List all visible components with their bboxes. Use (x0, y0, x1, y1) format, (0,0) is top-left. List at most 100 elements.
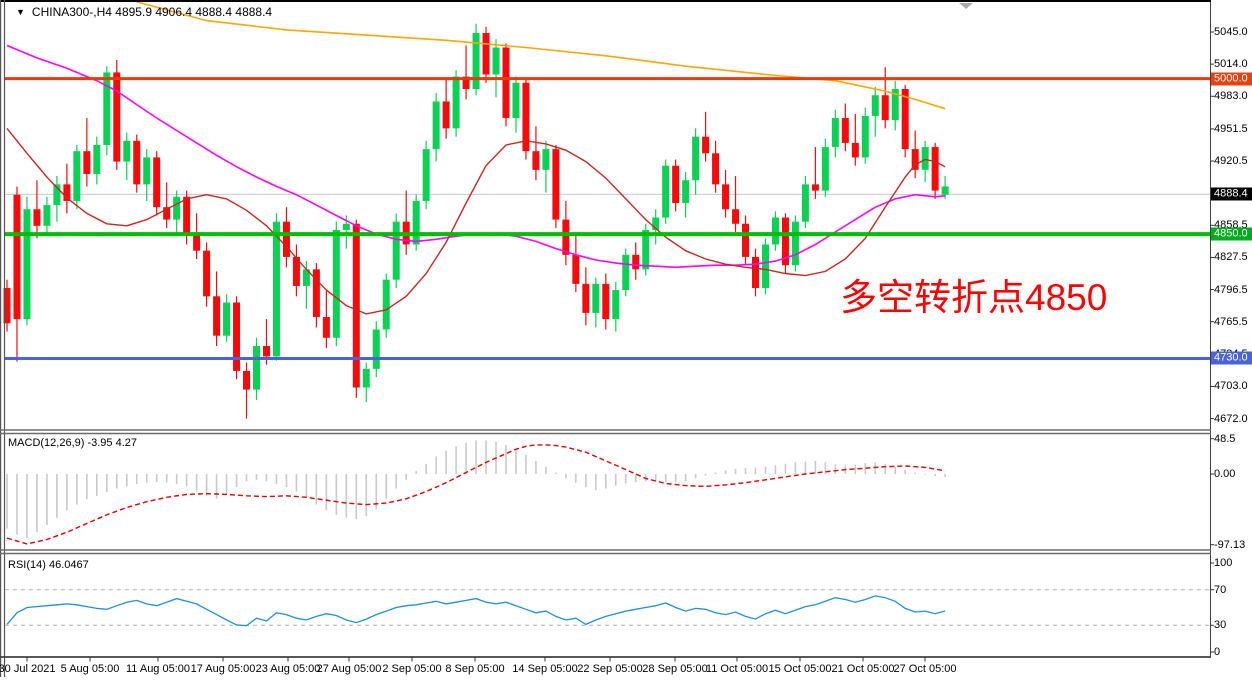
candle-bearish (502, 47, 510, 119)
candle-bullish (452, 76, 460, 129)
candle-bearish (732, 209, 740, 224)
levels-layer (5, 77, 1210, 360)
candle-bearish (13, 194, 21, 320)
candle-bullish (253, 346, 260, 390)
candle-bearish (352, 223, 360, 388)
price-tick-label: 4951.5 (1214, 122, 1248, 135)
candle-bullish (801, 184, 809, 222)
candle-bearish (213, 296, 221, 336)
candle-bullish (662, 165, 670, 218)
collapse-triangle-icon[interactable]: ▼ (16, 7, 25, 17)
candle-bearish (193, 234, 201, 251)
candle-bullish (592, 283, 600, 313)
candle-bullish (831, 118, 839, 148)
date-label: 21 Oct 05:00 (831, 663, 895, 675)
candle-bearish (552, 149, 560, 220)
date-label: 23 Aug 05:00 (255, 663, 321, 675)
candle-bullish (123, 140, 131, 162)
candle-bearish (312, 269, 320, 318)
candle-bullish (682, 180, 690, 204)
price-tick-label: 4920.5 (1214, 155, 1248, 168)
candle-bullish (642, 229, 650, 270)
date-label: 27 Aug 05:00 (316, 663, 382, 675)
candle-bullish (143, 157, 151, 185)
rsi-indicator-label: RSI(14) 46.0467 (8, 559, 89, 571)
candle-bearish (781, 217, 789, 266)
candle-bullish (342, 223, 350, 230)
date-label: 5 Aug 05:00 (60, 663, 120, 675)
price-tick-label: 4827.5 (1214, 251, 1248, 264)
candle-bearish (442, 101, 450, 129)
candle-bearish (722, 184, 730, 210)
candle-bullish (821, 147, 829, 191)
chart-shift-triangle-icon (959, 3, 973, 9)
chart-title-text: CHINA300-,H4 4895.9 4906.4 4888.4 4888.4 (31, 5, 273, 19)
candle-bullish (362, 368, 370, 388)
date-label: 30 Jul 2021 (0, 663, 56, 675)
ma-slow-line (136, 1, 946, 110)
candle-bearish (672, 165, 680, 204)
date-label: 2 Sep 05:00 (382, 663, 442, 675)
macd-layer (6, 440, 946, 545)
candle-bearish (3, 288, 11, 324)
candle-bullish (791, 221, 799, 266)
top-border (0, 0, 1211, 2)
candle-bearish (133, 140, 141, 185)
level-4730-badge: 4730.0 (1211, 351, 1252, 365)
candle-bearish (841, 118, 849, 143)
ticks-layer (26, 31, 1214, 662)
ma-mid-line (6, 127, 946, 315)
candle-bullish (272, 221, 280, 357)
candle-bullish (422, 149, 430, 201)
rsi-layer (5, 589, 1210, 627)
price-tick-label: 4983.0 (1214, 90, 1248, 103)
candle-bearish (851, 142, 859, 158)
candle-bearish (243, 370, 251, 390)
price-tick-label: 4703.0 (1214, 380, 1248, 393)
candle-bearish (532, 151, 540, 170)
date-label: 22 Sep 05:00 (577, 663, 643, 675)
candle-bearish (33, 209, 41, 226)
candle-bullish (392, 221, 400, 280)
candle-bearish (482, 33, 490, 75)
candle-bullish (871, 95, 879, 116)
candle-bullish (173, 196, 181, 220)
current-price-badge: 4888.4 (1211, 187, 1252, 201)
candle-bearish (931, 147, 939, 191)
candle-bullish (73, 151, 81, 201)
annotation-text[interactable]: 多空转折点4850 (840, 277, 1108, 318)
candle-bullish (93, 144, 101, 175)
candle-bearish (632, 254, 640, 270)
candle-bearish (752, 256, 759, 289)
borders-layer (0, 0, 1211, 677)
rsi-tick-label: 0 (1214, 646, 1221, 658)
candle-bullish (302, 269, 310, 286)
candle-bullish (771, 217, 779, 245)
level-4850-badge: 4850.0 (1211, 227, 1252, 241)
candle-bullish (512, 82, 520, 119)
candle-bullish (103, 72, 111, 145)
candle-bearish (881, 95, 889, 121)
price-tick-label: 5014.0 (1214, 58, 1248, 71)
candle-bearish (183, 196, 191, 235)
price-tick-label: 4672.0 (1214, 412, 1248, 425)
candle-bullish (861, 115, 869, 158)
candle-bullish (941, 186, 949, 195)
candle-bearish (911, 149, 919, 170)
macd-tick-label: -97.13 (1214, 538, 1246, 551)
candle-bullish (23, 209, 31, 320)
candle-bearish (203, 250, 211, 297)
candle-bearish (163, 207, 171, 220)
candle-bearish (292, 256, 300, 286)
price-tick-label: 4765.5 (1214, 315, 1248, 328)
candle-bullish (761, 244, 769, 289)
date-label: 11 Aug 05:00 (125, 663, 191, 675)
candle-bullish (542, 149, 550, 170)
macd-indicator-label: MACD(12,26,9) -3.95 4.27 (8, 437, 138, 449)
candle-bearish (262, 346, 270, 357)
candle-bearish (63, 184, 71, 201)
date-label: 28 Sep 05:00 (642, 663, 708, 675)
candle-bullish (652, 217, 660, 230)
